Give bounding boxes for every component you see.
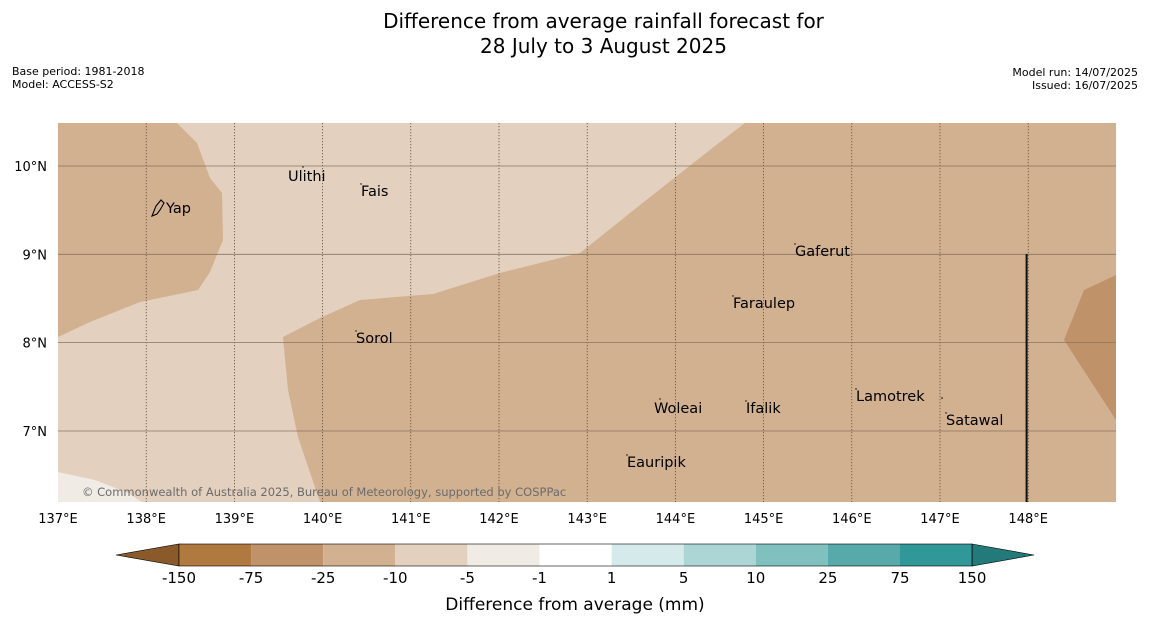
metadata-right: Model run: 14/07/2025 Issued: 16/07/2025	[1012, 66, 1138, 92]
region-m25-m10-west	[58, 123, 223, 337]
latitude-tick-label: 10°N	[14, 160, 47, 175]
latitude-tick-label: 7°N	[23, 425, 48, 440]
place-marker-ifalik	[745, 400, 747, 402]
colorbar-tick-label: 75	[890, 569, 909, 587]
colorbar-segment	[755, 544, 828, 566]
colorbar-tick-label: 25	[818, 569, 837, 587]
model-run-text: Model run: 14/07/2025	[1012, 66, 1138, 79]
colorbar-tick-label: -5	[460, 569, 475, 587]
longitude-tick-label: 139°E	[215, 512, 255, 527]
place-label-faraulep: Faraulep	[733, 296, 795, 312]
map-gridlines	[58, 123, 1116, 502]
longitude-tick-label: 147°E	[920, 512, 960, 527]
place-marker-lamotrek	[855, 388, 857, 390]
place-marker-sorol	[355, 330, 357, 332]
longitude-tick-label: 145°E	[744, 512, 784, 527]
colorbar-segment	[827, 544, 900, 566]
colorbar-segment	[467, 544, 540, 566]
place-marker-eauripik	[626, 454, 628, 456]
place-label-yap: Yap	[165, 201, 191, 217]
latitude-labels: 10°N 9°N 8°N 7°N	[14, 160, 47, 440]
yap-island-outline	[151, 199, 165, 217]
place-marker-satawal	[945, 412, 947, 414]
place-marker-faraulep	[732, 295, 734, 297]
colorbar-tick-label: 5	[679, 569, 689, 587]
colorbar-segment	[395, 544, 468, 566]
colorbar-tick-label: -10	[383, 569, 408, 587]
region-m75-m25	[1064, 275, 1116, 420]
title-line-1: Difference from average rainfall forecas…	[383, 9, 824, 33]
colorbar-segment	[251, 544, 324, 566]
place-label-sorol: Sorol	[356, 331, 393, 347]
base-period-text: Base period: 1981-2018	[12, 65, 145, 78]
latitude-tick-label: 8°N	[23, 337, 48, 352]
longitude-tick-label: 148°E	[1008, 512, 1048, 527]
longitude-tick-label: 141°E	[391, 512, 431, 527]
colorbar-segment	[539, 544, 612, 566]
colorbar-title: Difference from average (mm)	[445, 595, 704, 615]
place-label-gaferut: Gaferut	[795, 244, 850, 260]
colorbar-segment	[179, 544, 252, 566]
longitude-tick-label: 146°E	[832, 512, 872, 527]
place-label-eauripik: Eauripik	[627, 455, 686, 471]
place-marker-ulithi	[302, 166, 304, 168]
region-m5-m1	[58, 472, 142, 502]
latitude-tick-label: 9°N	[23, 248, 48, 263]
place-marker-gaferut	[794, 243, 796, 245]
colorbar-segment	[900, 544, 973, 566]
longitude-tick-label: 144°E	[656, 512, 696, 527]
longitude-tick-label: 143°E	[567, 512, 607, 527]
place-labels: Yap Ulithi Fais Gaferut Faraulep Sorol W…	[165, 166, 1003, 471]
place-label-fais: Fais	[361, 184, 388, 200]
longitude-labels: 137°E 138°E 139°E 140°E 141°E 142°E 143°E 144°E…	[38, 512, 1048, 527]
colorbar-frame	[178, 543, 973, 567]
colorbar-segment	[611, 544, 684, 566]
copyright-notice: © Commonwealth of Australia 2025, Bureau…	[82, 485, 566, 499]
place-label-lamotrek: Lamotrek	[856, 389, 925, 405]
title-line-2: 28 July to 3 August 2025	[480, 34, 727, 58]
place-label-satawal: Satawal	[946, 413, 1003, 429]
colorbar-tick-label: 150	[958, 569, 987, 587]
map-title: Difference from average rainfall forecas…	[0, 9, 1150, 59]
colorbar-segment	[683, 544, 756, 566]
place-marker-fais	[360, 183, 362, 185]
region-m25-m10-east	[283, 123, 1116, 502]
colorbar-tick-label: -150	[162, 569, 196, 587]
colorbar: -150 -75 -25 -10 -5 -1 1 5 10 25 75 150	[115, 543, 1035, 587]
place-label-woleai: Woleai	[654, 401, 702, 417]
place-marker-east-islet	[941, 397, 943, 399]
metadata-left: Base period: 1981-2018 Model: ACCESS-S2	[12, 65, 144, 91]
longitude-tick-label: 138°E	[126, 512, 166, 527]
place-label-ulithi: Ulithi	[288, 169, 326, 185]
place-marker-woleai	[659, 398, 661, 400]
colorbar-tick-label: -75	[239, 569, 264, 587]
model-text: Model: ACCESS-S2	[12, 78, 114, 91]
colorbar-arrow-high	[971, 543, 1035, 567]
place-label-ifalik: Ifalik	[746, 401, 781, 417]
colorbar-tick-label: -25	[311, 569, 336, 587]
colorbar-arrow-low	[115, 543, 180, 567]
colorbar-segment	[323, 544, 396, 566]
longitude-tick-label: 140°E	[303, 512, 343, 527]
longitude-tick-label: 142°E	[479, 512, 519, 527]
issued-text: Issued: 16/07/2025	[1031, 79, 1138, 92]
colorbar-tick-label: 1	[607, 569, 617, 587]
colorbar-tick-label: 10	[746, 569, 765, 587]
colorbar-tick-label: -1	[532, 569, 547, 587]
longitude-tick-label: 137°E	[38, 512, 78, 527]
